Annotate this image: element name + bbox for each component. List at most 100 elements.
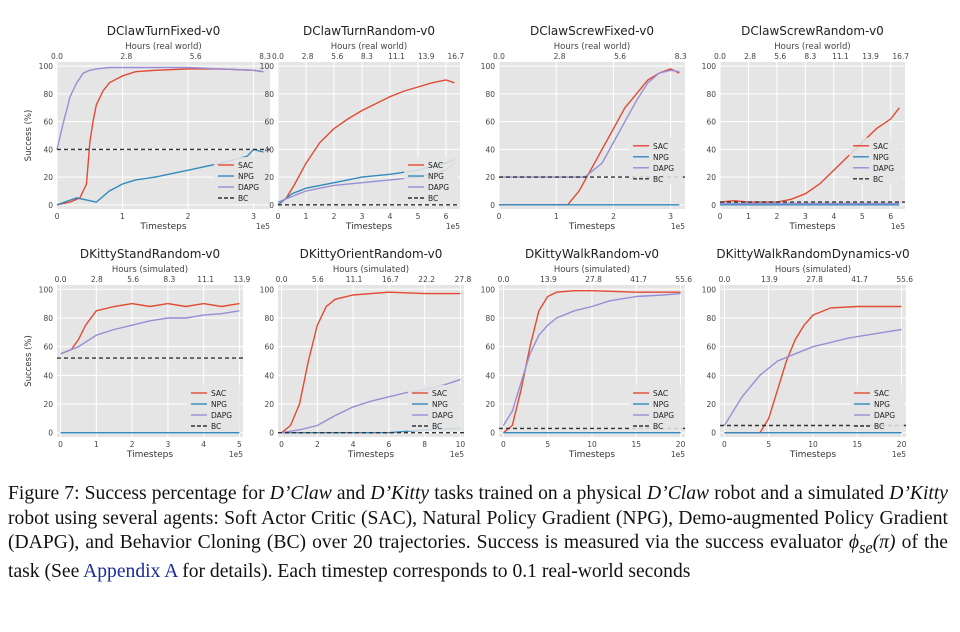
x-tick-label: 3 [360,212,365,221]
top-tick-label: 11.1 [832,52,849,61]
y-tick-label: 40 [43,371,53,380]
chart-title: DKittyStandRandom-v0 [80,247,220,261]
y-tick-label: 80 [43,90,53,99]
x-tick-label: 1 [554,212,559,221]
legend-label: NPG [874,400,890,409]
top-axis-label: Hours (real world) [331,42,407,52]
x-axis-multiplier: 1e5 [671,222,685,231]
chart-panel: DKittyOrientRandom-v0 Hours (simulated) 0.… [260,247,472,460]
series-line-npg [56,148,264,206]
top-tick-label: 11.1 [388,52,405,61]
y-tick-label: 100 [481,285,496,294]
legend-label: BC [432,422,442,431]
legend-label: DAPG [874,411,895,420]
appendix-link[interactable]: Appendix A [83,561,178,583]
y-axis-label: Success (%) [24,110,34,162]
top-axis-label: Hours (simulated) [333,265,409,275]
x-axis-label: Timesteps [789,450,836,460]
y-tick-label: 80 [706,90,716,99]
y-tick-label: 80 [706,314,716,323]
top-tick-label: 27.8 [585,275,602,284]
y-tick-label: 20 [485,400,495,409]
x-tick-label: 10 [456,440,466,449]
caption-text: robot and a simulated [714,483,885,504]
top-tick-label: 27.8 [455,275,472,284]
caption-dclaw: D’Claw [269,483,332,504]
x-axis-label: Timesteps [126,450,173,460]
y-tick-label: 100 [702,62,717,71]
x-tick-label: 2 [611,212,616,221]
x-tick-label: 0 [501,440,506,449]
top-tick-label: 0.0 [714,52,726,61]
series-line-sac [724,305,902,434]
y-tick-label: 100 [39,285,54,294]
top-tick-label: 2.8 [302,52,314,61]
top-axis-label: Hours (real world) [774,42,850,52]
top-tick-label: 55.6 [675,275,692,284]
y-tick-label: 0 [711,429,716,438]
top-tick-label: 5.6 [312,275,324,284]
caption-phi: ϕ [848,532,860,553]
x-axis-label: Timesteps [788,222,835,232]
y-tick-label: 100 [260,62,275,71]
x-tick-label: 2 [186,212,191,221]
top-tick-label: 13.9 [761,275,778,284]
y-tick-label: 60 [706,343,716,352]
legend-label: BC [653,422,663,431]
top-tick-label: 8.3 [675,52,687,61]
x-axis-label: Timesteps [139,222,186,232]
top-tick-label: 2.8 [120,52,132,61]
y-tick-label: 0 [48,429,53,438]
x-tick-label: 1 [94,440,99,449]
y-tick-label: 60 [706,118,716,127]
top-tick-label: 5.6 [190,52,202,61]
legend-label: NPG [238,172,254,181]
x-tick-label: 2 [130,440,135,449]
caption-dclaw: D’Claw [647,483,710,504]
x-tick-label: 1 [120,212,125,221]
x-axis-multiplier: 1e5 [671,450,685,459]
caption-subscript: se [859,537,873,557]
chart-panel: DKittyWalkRandomDynamics-v0 Hours (simula… [702,247,914,460]
y-tick-label: 0 [269,429,274,438]
legend-label: BC [653,175,663,184]
x-tick-label: 6 [444,212,449,221]
y-tick-label: 60 [264,118,274,127]
top-axis-label: Hours (simulated) [112,265,188,275]
legend-label: BC [211,422,221,431]
y-tick-label: 60 [43,343,53,352]
legend-label: DAPG [211,411,232,420]
x-axis-multiplier: 1e5 [892,450,906,459]
y-tick-label: 60 [485,118,495,127]
legend-label: DAPG [873,164,894,173]
top-tick-label: 16.7 [447,52,464,61]
legend-label: NPG [432,400,448,409]
y-tick-label: 20 [43,400,53,409]
y-tick-label: 60 [43,118,53,127]
legend-label: NPG [211,400,227,409]
x-tick-label: 5 [766,440,771,449]
x-axis-label: Timesteps [568,450,615,460]
top-tick-label: 16.7 [892,52,909,61]
x-tick-label: 20 [676,440,686,449]
y-tick-label: 80 [485,314,495,323]
top-tick-label: 5.6 [127,275,139,284]
legend-label: SAC [653,142,668,151]
top-tick-label: 0.0 [497,275,509,284]
top-axis-label: Hours (real world) [554,42,630,52]
figure-caption: Figure 7: Success percentage for D’Claw … [8,482,948,585]
chart-title: DKittyWalkRandomDynamics-v0 [716,247,909,261]
series-line-dapg [502,292,681,426]
x-tick-label: 0 [718,212,723,221]
x-axis-multiplier: 1e5 [446,222,460,231]
series-line-sac [277,79,455,206]
legend-label: DAPG [238,183,259,192]
chart-title: DKittyOrientRandom-v0 [300,247,443,261]
legend-label: SAC [874,389,889,398]
chart-title: DKittyWalkRandom-v0 [525,247,659,261]
chart-title: DClawTurnRandom-v0 [303,24,435,38]
x-axis-multiplier: 1e5 [229,450,243,459]
top-tick-label: 13.9 [540,275,557,284]
y-tick-label: 100 [39,62,54,71]
legend-label: NPG [428,172,444,181]
